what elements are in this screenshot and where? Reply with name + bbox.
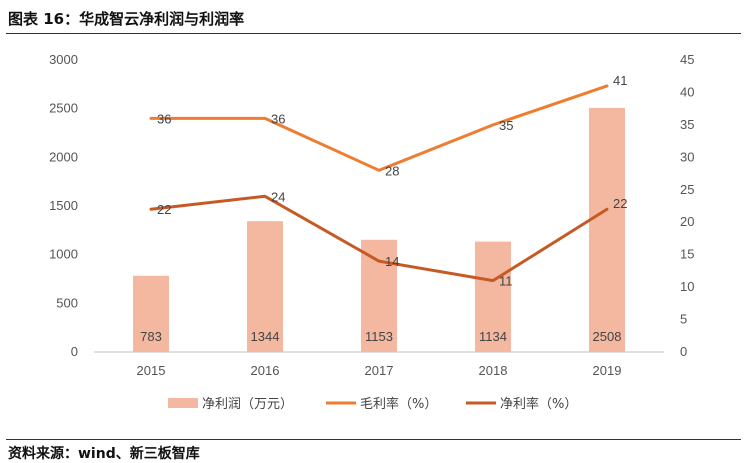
bar-value-label: 2508 [593, 329, 622, 344]
line-gross-margin [149, 84, 609, 172]
line-net-margin [149, 194, 609, 283]
right-tick-label: 15 [680, 247, 694, 262]
right-tick-label: 35 [680, 117, 694, 132]
line-series [149, 84, 609, 283]
right-tick-label: 45 [680, 52, 694, 67]
right-tick-label: 40 [680, 84, 694, 99]
x-tick-label: 2018 [479, 363, 508, 378]
left-tick-label: 2500 [49, 101, 78, 116]
left-tick-label: 500 [56, 295, 78, 310]
top-rule [6, 33, 741, 34]
right-tick-label: 30 [680, 149, 694, 164]
bar-2016 [247, 221, 283, 352]
bar-2017 [361, 239, 397, 352]
line-value-label: 11 [499, 274, 513, 289]
source-note: 资料来源：wind、新三板智库 [8, 446, 200, 462]
bar-series [133, 107, 625, 352]
x-tick-label: 2016 [251, 363, 280, 378]
legend-label: 毛利率（%） [360, 396, 437, 412]
legend-swatch-bar [168, 398, 198, 408]
line-value-label: 22 [613, 196, 627, 211]
bar-value-label: 783 [140, 329, 162, 344]
bar-data-labels: 783 1344 1153 1134 2508 [140, 329, 621, 344]
line-data-labels: 36 36 28 35 41 22 24 14 11 22 [157, 73, 627, 289]
bar-value-label: 1344 [251, 329, 280, 344]
figure-title: 图表 16：华成智云净利润与利润率 [8, 10, 245, 28]
legend-label: 净利润（万元） [202, 397, 293, 412]
right-tick-label: 20 [680, 214, 694, 229]
bar-2019 [589, 107, 625, 352]
line-value-label: 36 [157, 111, 171, 126]
line-value-label: 14 [385, 254, 399, 269]
left-axis-ticks: 0 500 1000 1500 2000 2500 3000 [49, 52, 78, 359]
bar-value-label: 1153 [365, 329, 393, 344]
left-tick-label: 3000 [49, 52, 78, 67]
left-tick-label: 2000 [49, 149, 78, 164]
right-tick-label: 10 [680, 279, 694, 294]
bar-value-label: 1134 [479, 329, 507, 344]
left-tick-label: 1000 [49, 247, 78, 262]
x-tick-label: 2019 [593, 363, 622, 378]
x-tick-label: 2017 [365, 363, 394, 378]
line-value-label: 36 [271, 111, 285, 126]
x-tick-label: 2015 [137, 363, 166, 378]
legend: 净利润（万元） 毛利率（%） 净利率（%） [168, 396, 577, 412]
line-value-label: 35 [499, 118, 513, 133]
x-axis-ticks: 2015 2016 2017 2018 2019 [137, 363, 622, 378]
right-axis-ticks: 0 5 10 15 20 25 30 35 40 45 [680, 52, 694, 359]
bar-2015 [133, 275, 169, 352]
left-tick-label: 1500 [49, 198, 78, 213]
line-value-label: 22 [157, 202, 171, 217]
line-value-label: 41 [613, 73, 627, 88]
right-tick-label: 5 [680, 312, 687, 327]
left-tick-label: 0 [71, 344, 78, 359]
line-value-label: 24 [271, 189, 285, 204]
legend-label: 净利率（%） [500, 396, 577, 412]
bottom-rule [6, 439, 741, 440]
right-tick-label: 25 [680, 182, 694, 197]
bar-2018 [475, 241, 511, 352]
right-tick-label: 0 [680, 344, 687, 359]
line-value-label: 28 [385, 163, 399, 178]
